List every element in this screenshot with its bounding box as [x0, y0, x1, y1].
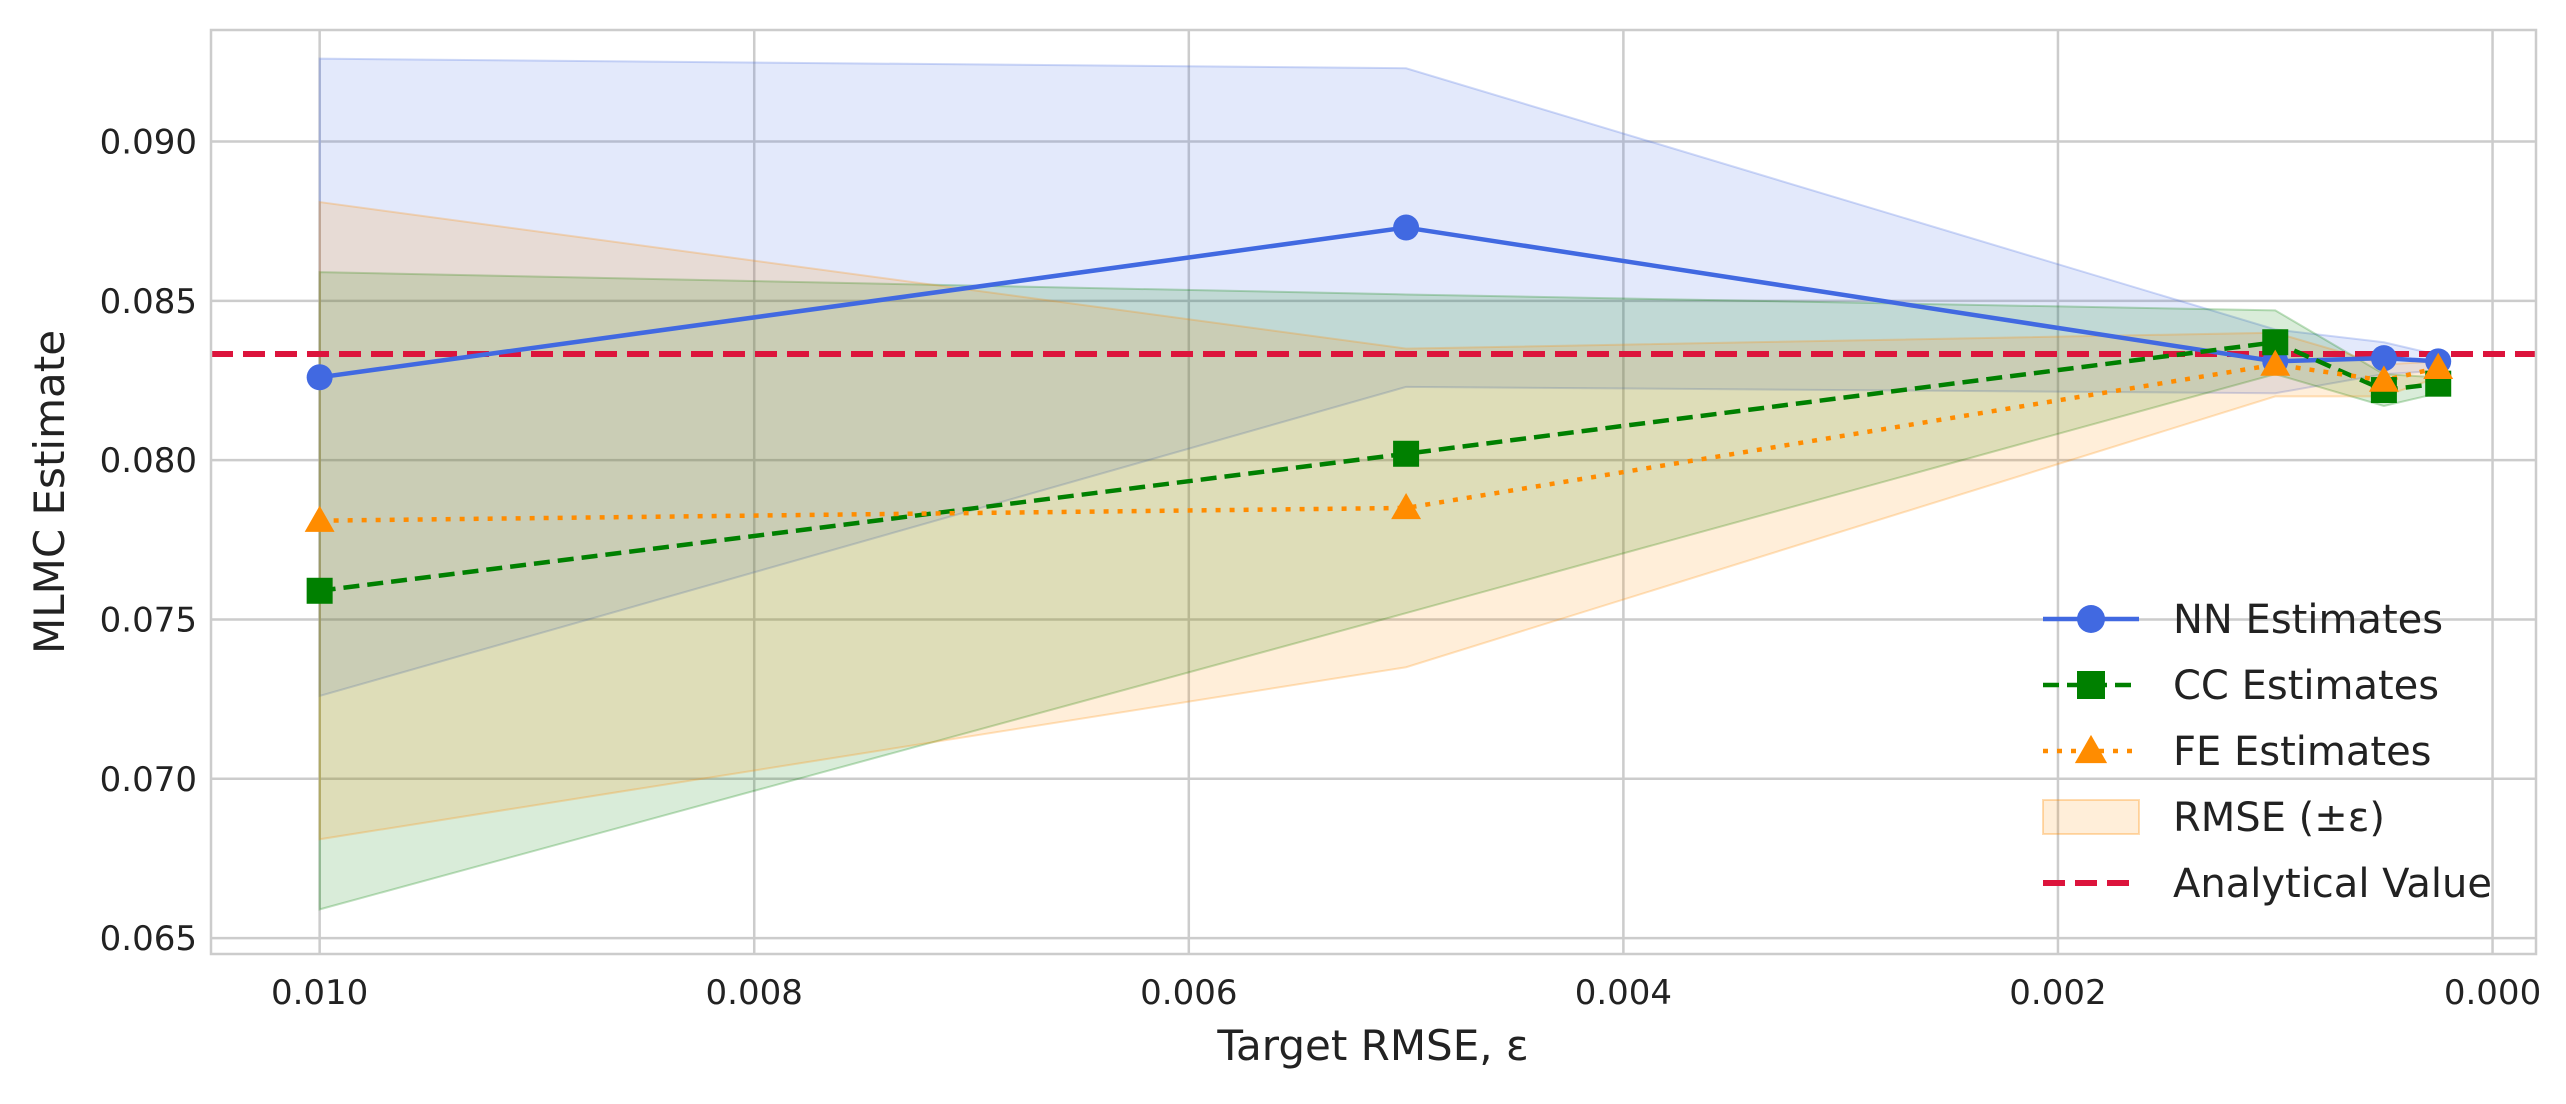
- x-axis-label: Target RMSE, ε: [1216, 1021, 1528, 1070]
- plot-background: [211, 30, 2536, 954]
- data-point-nn: [306, 364, 333, 391]
- x-tick-label: 0.002: [2009, 973, 2106, 1013]
- x-tick-label: 0.006: [1140, 973, 1237, 1013]
- y-axis-label: MLMC Estimate: [25, 330, 74, 654]
- x-tick-label: 0.004: [1575, 973, 1672, 1013]
- data-point-cc: [306, 577, 333, 604]
- legend: NN Estimates CC Estimates FE Estimates RMSE…: [2042, 597, 2492, 907]
- legend-swatch-rmse: [2042, 799, 2140, 835]
- legend-label: NN Estimates: [2173, 597, 2443, 643]
- legend-marker-cc: [2077, 671, 2105, 699]
- y-tick-label: 0.085: [100, 282, 197, 322]
- y-tick-label: 0.065: [100, 919, 197, 959]
- legend-label: Analytical Value: [2173, 861, 2492, 907]
- tick-labels: 0.010 0.008 0.006 0.004 0.002 0.000 0.065 0.070…: [100, 123, 2542, 1013]
- data-point-fe: [304, 505, 335, 532]
- legend-marker-fe: [2074, 734, 2108, 764]
- y-tick-label: 0.075: [100, 600, 197, 640]
- data-point-fe: [2260, 349, 2291, 376]
- x-tick-label: 0.008: [706, 973, 803, 1013]
- y-tick-label: 0.090: [100, 123, 197, 163]
- legend-marker-nn: [2077, 605, 2105, 633]
- rmse-bands: [318, 57, 2440, 911]
- data-point-fe: [2368, 365, 2399, 392]
- legend-label: FE Estimates: [2173, 729, 2432, 775]
- series-markers: [304, 214, 2454, 604]
- legend-label: CC Estimates: [2173, 663, 2439, 709]
- x-tick-label: 0.000: [2444, 973, 2541, 1013]
- y-tick-label: 0.070: [100, 760, 197, 800]
- y-tick-label: 0.080: [100, 441, 197, 481]
- data-point-fe: [1391, 492, 1422, 520]
- plot-frame: [209, 28, 2538, 956]
- legend-label: RMSE (±ε): [2173, 795, 2385, 841]
- data-point-nn: [1393, 214, 1420, 241]
- data-point-fe: [2423, 352, 2454, 379]
- x-tick-label: 0.010: [271, 973, 368, 1013]
- data-point-nn: [2370, 345, 2397, 372]
- data-point-cc: [1393, 440, 1420, 467]
